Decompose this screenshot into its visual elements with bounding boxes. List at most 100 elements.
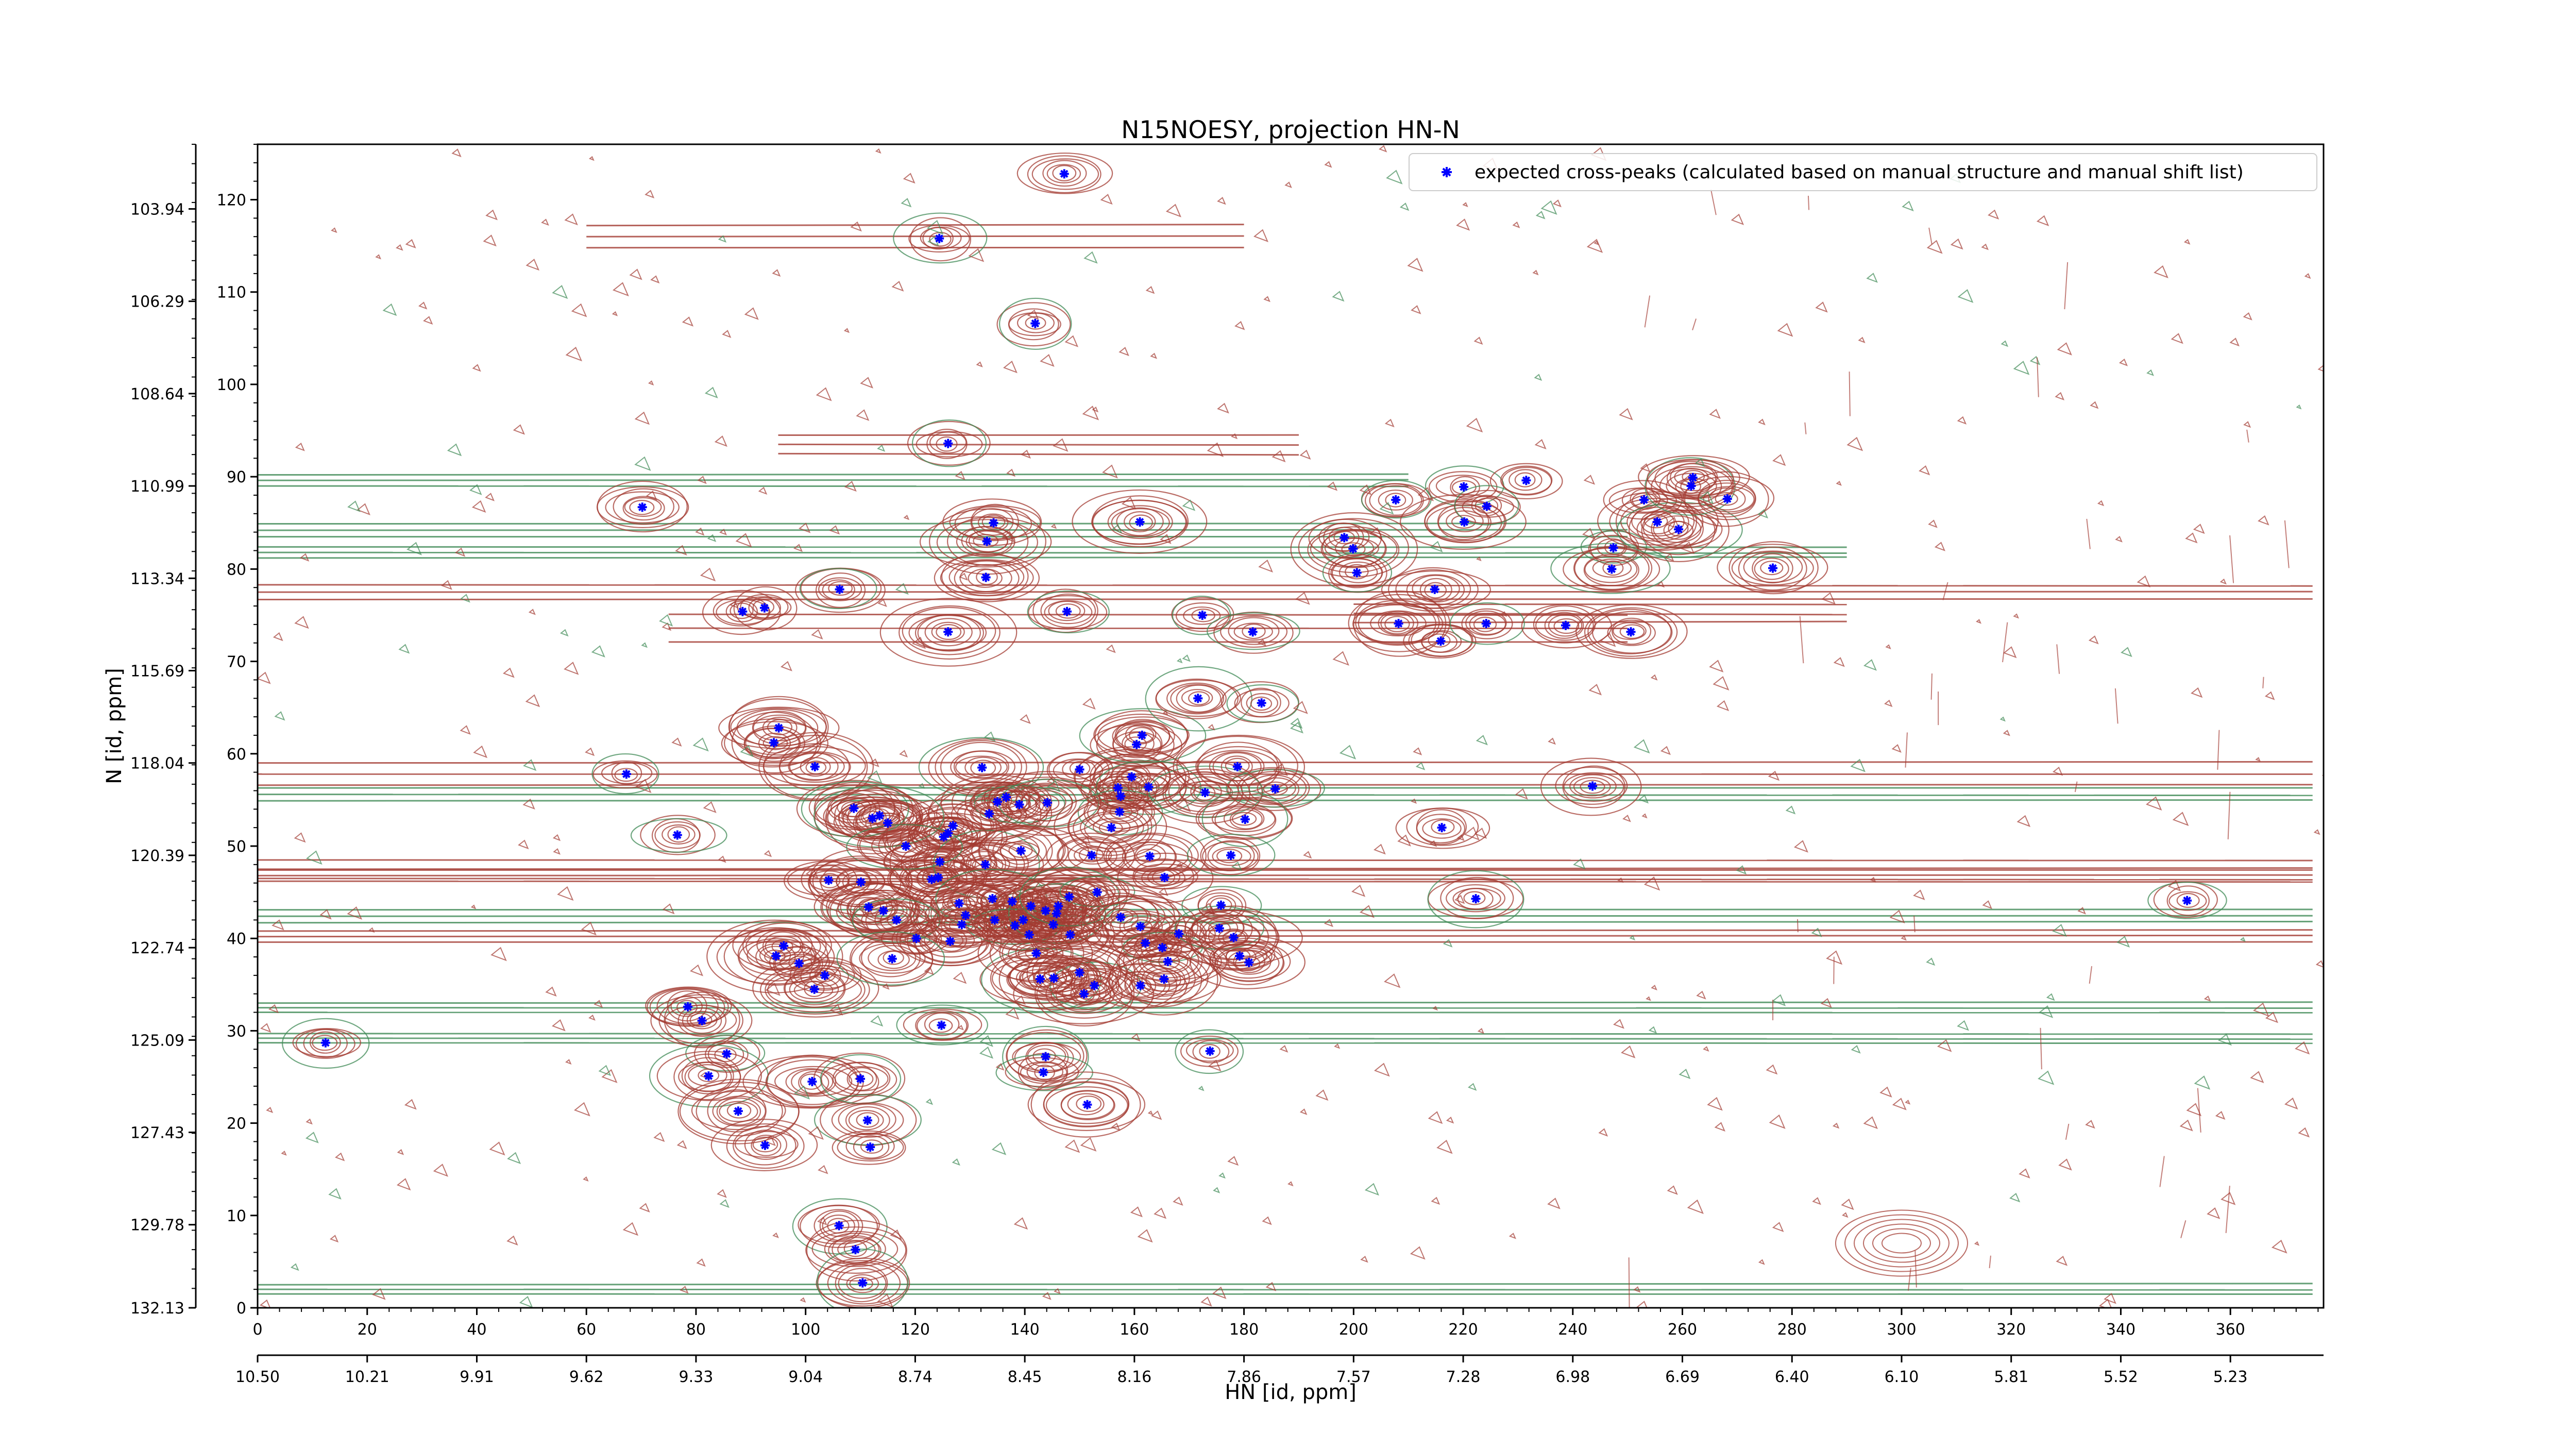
contour-level <box>1016 153 1113 194</box>
contour-level <box>1446 884 1505 913</box>
contour-level <box>835 1264 888 1303</box>
noise-contour <box>485 209 498 221</box>
noise-contour <box>1799 616 1804 664</box>
x-ppm-tick-label: 9.62 <box>569 1368 604 1386</box>
contour-level <box>1607 619 1656 646</box>
contour-level <box>1338 561 1378 583</box>
contour-level <box>848 1071 874 1087</box>
noise-contour <box>1758 1259 1765 1265</box>
noise-contour <box>2040 1027 2042 1070</box>
noise-contour <box>1303 851 1312 859</box>
noise-contour <box>305 1132 319 1143</box>
noise-contour <box>347 500 361 512</box>
cross-peak-marker <box>320 1038 330 1048</box>
noise-contour <box>1714 1122 1725 1132</box>
noise-contour <box>1217 402 1229 414</box>
contour-level <box>822 579 855 601</box>
noise-contour <box>1015 995 1026 1005</box>
contour-level <box>733 1126 796 1166</box>
contour-level <box>1221 755 1253 778</box>
contour-level <box>1544 612 1584 639</box>
y-tick-label: 80 <box>227 561 246 579</box>
noise-contour <box>485 493 495 501</box>
contour-level <box>1465 610 1507 636</box>
noise-contour <box>2029 356 2041 365</box>
contour-level <box>1044 600 1093 625</box>
contour-level <box>673 1053 741 1101</box>
contour-level <box>1535 610 1594 641</box>
noise-contour <box>968 248 985 262</box>
contour-level <box>1427 870 1524 929</box>
cross-peak-marker <box>849 803 859 813</box>
noise-contour <box>1821 592 1836 605</box>
contour-level <box>1069 761 1091 776</box>
contour-level <box>1452 888 1501 910</box>
noise-contour <box>2013 361 2030 375</box>
noise-contour <box>1679 1069 1691 1080</box>
noise-contour <box>368 927 375 933</box>
cross-peak-marker <box>810 762 820 771</box>
noise-contour <box>1902 200 1914 212</box>
noise-contour <box>1476 735 1488 746</box>
noise-contour <box>1415 762 1426 770</box>
cross-peak-marker <box>1471 894 1481 904</box>
noise-contour <box>1699 491 1714 504</box>
contour-level <box>1381 570 1492 609</box>
noise-contour <box>1397 834 1411 847</box>
noise-contour <box>1588 684 1602 696</box>
contour-level <box>1131 958 1196 1000</box>
noise-contour <box>1379 145 1387 153</box>
noise-contour <box>1200 1296 1212 1307</box>
noise-contour <box>1417 487 1434 501</box>
noise-contour <box>2002 622 2008 663</box>
contour-streak <box>258 880 2313 883</box>
contour-level <box>1122 839 1176 875</box>
noise-contour <box>1082 698 1096 710</box>
noise-contour <box>2086 518 2091 549</box>
contour-level <box>1062 962 1098 985</box>
noise-contour <box>1515 788 1528 800</box>
noise-contour <box>1716 700 1730 712</box>
contour-level <box>1500 465 1553 495</box>
noise-contour <box>1573 858 1586 870</box>
noise-contour <box>1217 197 1226 205</box>
contour-level <box>1227 767 1321 811</box>
noise-contour <box>1988 209 1999 220</box>
contour-level <box>312 1035 338 1051</box>
noise-contour <box>2217 730 2220 770</box>
noise-contour <box>519 1295 533 1308</box>
contour-level <box>1290 512 1418 586</box>
contour-level <box>1191 609 1215 622</box>
contour-level <box>1027 591 1110 634</box>
noise-contour <box>1137 1229 1153 1243</box>
cross-peak-marker <box>1521 476 1531 485</box>
contour-level <box>1027 790 1066 814</box>
x-ppm-tick-label: 9.91 <box>460 1368 494 1386</box>
noise-contour <box>1758 418 1766 426</box>
y-tick-label: 60 <box>227 746 246 764</box>
x-tick-label: 280 <box>1777 1321 1807 1339</box>
contour-level <box>292 1027 361 1057</box>
noise-contour <box>1182 654 1191 662</box>
noise-contour <box>1500 611 1507 617</box>
x-ppm-tick-label: 8.45 <box>1008 1368 1042 1386</box>
noise-contour <box>1154 1207 1167 1219</box>
noise-contour <box>2038 1005 2054 1018</box>
contour-level <box>1642 511 1717 546</box>
noise-contour <box>856 409 870 421</box>
y-ppm-tick-label: 113.34 <box>130 570 184 588</box>
noise-contour <box>1832 1122 1840 1129</box>
contour-level <box>1682 476 1775 520</box>
noise-contour <box>2019 1168 2030 1178</box>
cross-peak-marker <box>911 934 921 943</box>
noise-contour <box>740 745 754 757</box>
noise-contour <box>418 301 428 310</box>
noise-contour <box>646 490 657 501</box>
contour-level <box>1163 909 1303 966</box>
noise-contour <box>1811 928 1822 937</box>
cross-peak-marker <box>1116 912 1126 922</box>
cross-peak-marker <box>851 1245 860 1255</box>
noise-contour <box>1660 746 1671 755</box>
contour-level <box>819 873 841 888</box>
contour-level <box>1110 909 1134 924</box>
